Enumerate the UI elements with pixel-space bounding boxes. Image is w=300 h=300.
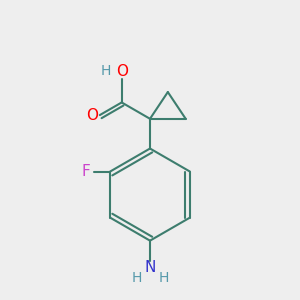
Text: H: H (158, 271, 169, 285)
Text: H: H (131, 271, 142, 285)
Text: O: O (86, 108, 98, 123)
Text: O: O (116, 64, 128, 79)
Text: H: H (100, 64, 110, 78)
Text: N: N (144, 260, 156, 275)
Text: F: F (82, 164, 91, 179)
